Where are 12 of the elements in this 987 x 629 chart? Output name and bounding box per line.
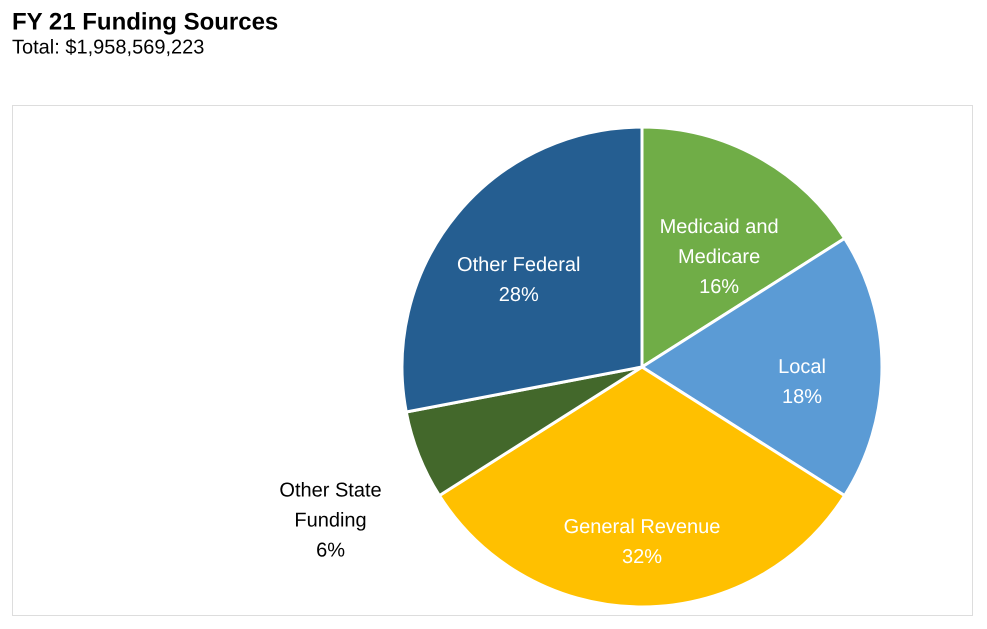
text: Total: $1,958,569,223 <box>12 36 204 58</box>
data-label: 16% <box>699 276 740 298</box>
chart-title: FY 21 Funding Sources <box>12 8 278 36</box>
slice-label: Medicaid and Medicare <box>660 216 779 268</box>
slice-label: Other Federal <box>457 254 580 276</box>
slice-label: Local <box>778 356 826 378</box>
data-label: 32% <box>622 546 662 568</box>
data-label: 28% <box>498 284 539 306</box>
slice-label: General Revenue <box>564 516 720 538</box>
data-label: 6% <box>316 539 346 562</box>
data-label: 18% <box>782 386 822 408</box>
slice-label: Other State Funding <box>279 479 382 532</box>
